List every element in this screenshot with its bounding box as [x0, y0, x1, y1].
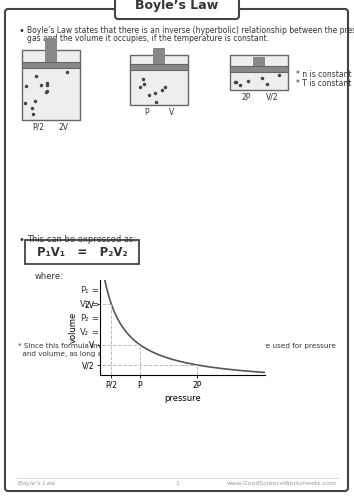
Text: V: V	[169, 108, 175, 117]
Bar	[153, 48, 165, 64]
Text: * T is constant: * T is constant	[296, 79, 352, 88]
Y-axis label: volume: volume	[69, 312, 78, 343]
Bar	[122, 5, 232, 13]
Bar	[230, 66, 288, 72]
Text: P: P	[144, 108, 149, 117]
FancyBboxPatch shape	[5, 9, 348, 491]
Text: =  final volume*: = final volume*	[92, 328, 161, 337]
Text: •: •	[18, 26, 24, 36]
Bar	[253, 57, 265, 66]
Text: This can be expressed as:: This can be expressed as:	[27, 235, 136, 244]
Text: •: •	[18, 235, 24, 245]
Text: =  initial pressure*: = initial pressure*	[92, 286, 171, 295]
Text: where:: where:	[35, 272, 64, 281]
Text: P/2: P/2	[32, 123, 44, 132]
Text: =  final pressure*: = final pressure*	[92, 314, 166, 323]
FancyBboxPatch shape	[115, 0, 239, 19]
Bar	[230, 55, 288, 90]
Bar	[45, 38, 57, 62]
Text: Boyle’s Law states that there is an inverse (hyperbolic) relationship between th: Boyle’s Law states that there is an inve…	[27, 26, 354, 35]
Bar	[130, 64, 188, 70]
Text: * n is constant: * n is constant	[296, 70, 352, 79]
Text: 2V: 2V	[59, 123, 69, 132]
Text: and volume, as long as initial and final values use the same units.: and volume, as long as initial and final…	[18, 351, 260, 357]
Bar	[22, 50, 80, 120]
FancyBboxPatch shape	[25, 240, 139, 264]
Text: Boyle’s Law: Boyle’s Law	[135, 0, 219, 12]
Text: Boyle’s Law: Boyle’s Law	[18, 481, 55, 486]
Text: V₁: V₁	[80, 300, 89, 309]
Text: P₁: P₁	[80, 286, 88, 295]
Bar	[22, 62, 80, 68]
Text: =  initial volume*: = initial volume*	[92, 300, 166, 309]
Text: V₂: V₂	[80, 328, 89, 337]
Text: * Since this formula involves ratios, it does not matter which units are used fo: * Since this formula involves ratios, it…	[18, 343, 336, 349]
Text: www.GoodScienceWorksheets.com: www.GoodScienceWorksheets.com	[227, 481, 337, 486]
Text: P₂: P₂	[80, 314, 88, 323]
Text: V/2: V/2	[266, 93, 278, 102]
X-axis label: pressure: pressure	[164, 394, 201, 402]
Bar	[130, 55, 188, 105]
Text: 1: 1	[175, 481, 179, 486]
Text: gas and the volume it occupies, if the temperature is constant.: gas and the volume it occupies, if the t…	[27, 34, 269, 43]
Text: 2P: 2P	[241, 93, 251, 102]
Text: P₁V₁   =   P₂V₂: P₁V₁ = P₂V₂	[37, 246, 127, 258]
